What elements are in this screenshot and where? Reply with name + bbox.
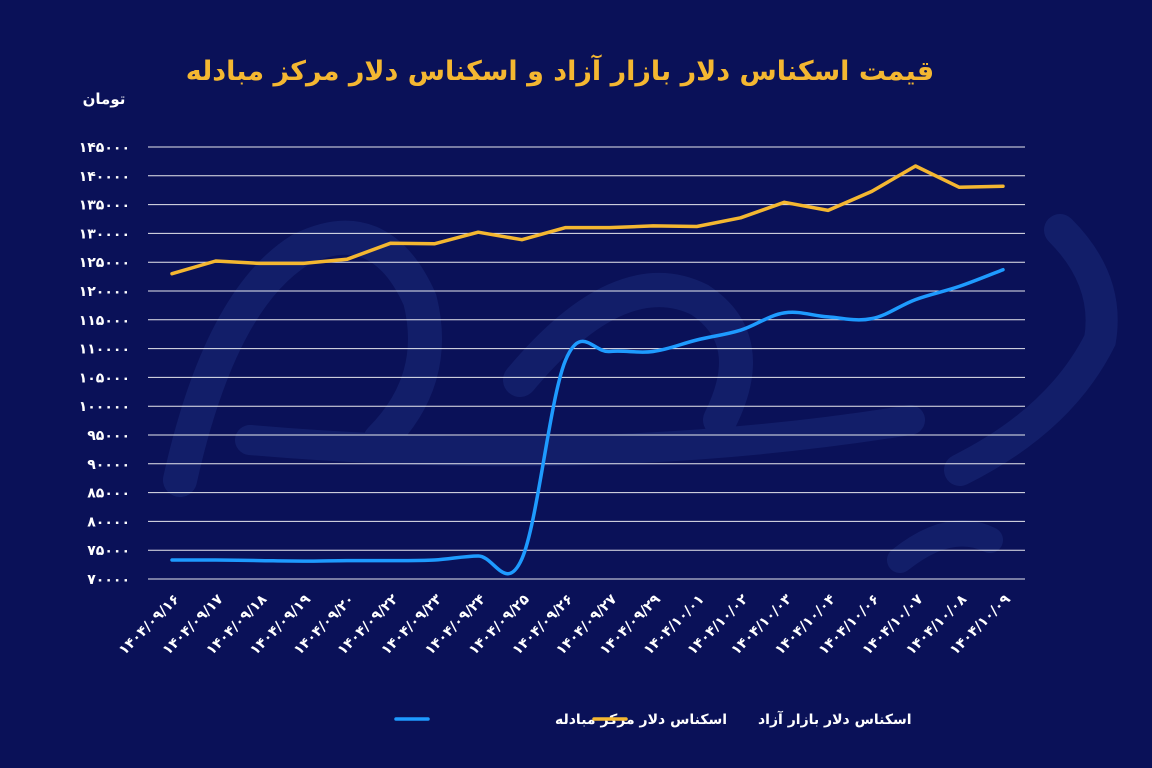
- y-tick-label: ۷۵۰۰۰: [87, 543, 130, 559]
- y-tick-label: ۱۳۰۰۰۰: [79, 226, 130, 242]
- y-axis-unit: تومان: [83, 90, 126, 108]
- y-axis-ticks: ۷۰۰۰۰ ۷۵۰۰۰ ۸۰۰۰۰ ۸۵۰۰۰ ۹۰۰۰۰ ۹۵۰۰۰ ۱۰۰۰۰۰ ۱۰۵۰…: [79, 140, 130, 588]
- watermark-stroke-1: [163, 220, 442, 497]
- series-lines: [170, 164, 1005, 576]
- y-tick-label: ۱۱۰۰۰۰: [79, 342, 130, 358]
- chart-title: قیمت اسکناس دلار بازار آزاد و اسکناس دلا…: [186, 54, 934, 87]
- series-line-free-market: [170, 164, 1005, 276]
- legend: اسکناس دلار مرکز مبادله اسکناس دلار بازار…: [394, 710, 912, 728]
- y-tick-label: ۱۰۵۰۰۰: [79, 370, 130, 386]
- watermark-stroke-4: [944, 214, 1118, 486]
- y-tick-label: ۱۴۰۰۰۰: [79, 169, 130, 185]
- y-tick-label: ۱۳۵۰۰۰: [79, 198, 130, 214]
- y-tick-label: ۱۱۵۰۰۰: [79, 313, 130, 329]
- y-tick-label: ۹۰۰۰۰: [87, 457, 130, 473]
- grid: [148, 146, 1025, 580]
- watermark-stroke-3: [235, 405, 925, 467]
- legend-label: اسکناس دلار بازار آزاد: [758, 710, 912, 728]
- y-tick-label: ۸۰۰۰۰: [87, 514, 130, 530]
- y-tick-label: ۷۰۰۰۰: [87, 572, 130, 588]
- y-tick-label: ۸۵۰۰۰: [87, 486, 130, 502]
- legend-label: اسکناس دلار مرکز مبادله: [555, 712, 727, 728]
- y-tick-label: ۱۲۵۰۰۰: [79, 255, 130, 271]
- y-tick-label: ۱۴۵۰۰۰: [79, 140, 130, 156]
- watermark-stroke-5: [887, 520, 1003, 573]
- series-line-exchange-center: [170, 267, 1005, 576]
- watermark: [163, 214, 1118, 573]
- y-tick-label: ۱۰۰۰۰۰: [79, 399, 130, 415]
- y-tick-label: ۹۵۰۰۰: [87, 428, 130, 444]
- watermark-stroke-2: [503, 273, 753, 437]
- y-tick-label: ۱۲۰۰۰۰: [79, 284, 130, 300]
